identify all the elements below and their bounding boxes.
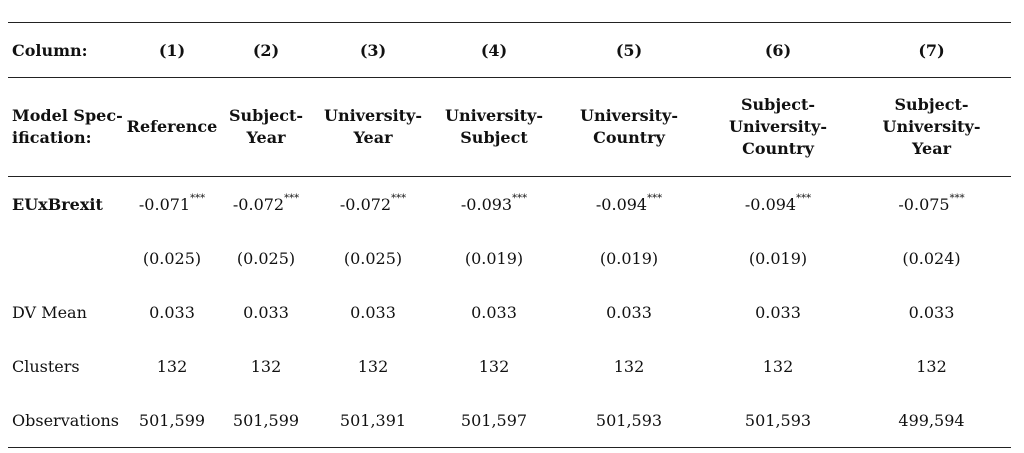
regression-table-container: Column: (1) (2) (3) (4) (5) (6) (7) Mode…	[8, 22, 1011, 448]
spec-line: Subject-	[740, 95, 816, 114]
spec-line: Subject-University-	[882, 95, 981, 136]
column-header-2: (2)	[220, 22, 312, 78]
column-number-row: Column: (1) (2) (3) (4) (5) (6) (7)	[8, 22, 1011, 78]
standard-error-cell: (0.024)	[902, 248, 961, 268]
significance-stars: ***	[284, 192, 300, 204]
model-specification-label: Model Spec- ification:	[8, 77, 124, 177]
significance-stars: ***	[512, 192, 528, 204]
table-cell: 132	[478, 356, 510, 376]
coefficient-value: -0.094	[595, 194, 648, 214]
table-cell: 132	[250, 356, 282, 376]
table-cell: 132	[156, 356, 188, 376]
significance-stars: ***	[391, 192, 407, 204]
table-cell: 499,594	[852, 393, 1011, 448]
table-row-observations: Observations 501,599 501,599 501,391 501…	[8, 393, 1011, 448]
table-row-dv-mean: DV Mean 0.033 0.033 0.033 0.033 0.033 0.…	[8, 285, 1011, 339]
table-cell: 132	[357, 356, 389, 376]
spec-column-1: Reference	[124, 77, 220, 177]
row-label: DV Mean	[12, 302, 87, 322]
spec-column-4: University- Subject	[434, 77, 554, 177]
column-header-4: (4)	[434, 22, 554, 78]
row-label	[8, 231, 124, 285]
table-cell: 0.033	[908, 302, 955, 322]
column-header-5: (5)	[554, 22, 704, 78]
table-cell: 0.033	[606, 302, 652, 322]
table-cell: 132	[762, 356, 794, 376]
model-specification-row: Model Spec- ification: Reference Subject…	[8, 77, 1011, 177]
row-label: EUxBrexit	[12, 194, 103, 214]
coefficient-cell: -0.094***	[704, 177, 852, 232]
table-cell: 0.033	[755, 302, 801, 322]
regression-table: Column: (1) (2) (3) (4) (5) (6) (7) Mode…	[8, 22, 1011, 448]
standard-error-cell: (0.019)	[748, 248, 808, 268]
row-label: Clusters	[12, 356, 80, 376]
spec-line: Country	[742, 139, 814, 158]
column-header-3: (3)	[312, 22, 434, 78]
coefficient-cell: -0.093***	[434, 177, 554, 232]
coefficient-value: -0.071	[138, 194, 191, 214]
significance-stars: ***	[647, 192, 663, 204]
spec-line: Subject	[460, 128, 528, 147]
column-label: Column:	[8, 22, 124, 78]
table-cell: 501,593	[554, 393, 704, 448]
table-cell: 501,599	[220, 393, 312, 448]
significance-stars: ***	[949, 192, 965, 204]
spec-line: Year	[911, 139, 951, 158]
significance-stars: ***	[796, 192, 812, 204]
model-specification-label-line: ification:	[12, 128, 92, 147]
coefficient-value: -0.094	[744, 194, 797, 214]
spec-line: University-	[324, 106, 422, 125]
spec-column-2: Subject- Year	[220, 77, 312, 177]
standard-error-cell: (0.019)	[599, 248, 659, 268]
coefficient-value: -0.072	[232, 194, 285, 214]
table-cell: 501,597	[434, 393, 554, 448]
table-cell: 0.033	[149, 302, 195, 322]
spec-line: Year	[246, 128, 286, 147]
coefficient-cell: -0.072***	[220, 177, 312, 232]
spec-line: Subject-	[228, 106, 304, 125]
standard-error-cell: (0.025)	[142, 248, 202, 268]
column-header-6: (6)	[704, 22, 852, 78]
spec-line: University-	[445, 106, 543, 125]
table-row-clusters: Clusters 132 132 132 132 132 132 132	[8, 339, 1011, 393]
significance-stars: ***	[190, 192, 206, 204]
table-cell: 501,593	[704, 393, 852, 448]
coefficient-value: -0.072	[339, 194, 392, 214]
spec-line: Year	[353, 128, 393, 147]
table-cell: 501,599	[124, 393, 220, 448]
table-cell: 132	[916, 356, 947, 376]
table-row-standard-error: (0.025) (0.025) (0.025) (0.019) (0.019) …	[8, 231, 1011, 285]
table-cell: 0.033	[350, 302, 396, 322]
spec-column-7: Subject-University- Year	[852, 77, 1011, 177]
spec-line: Reference	[126, 117, 218, 136]
spec-line: University-	[729, 117, 827, 136]
column-header-1: (1)	[124, 22, 220, 78]
row-label: Observations	[8, 393, 124, 448]
coefficient-cell: -0.072***	[312, 177, 434, 232]
coefficient-value: -0.093	[460, 194, 513, 214]
coefficient-cell: -0.071***	[124, 177, 220, 232]
model-specification-label-line: Model Spec-	[12, 106, 123, 125]
coefficient-cell: -0.094***	[554, 177, 704, 232]
coefficient-value: -0.075	[898, 194, 950, 214]
spec-line: Country	[593, 128, 665, 147]
spec-column-6: Subject- University- Country	[704, 77, 852, 177]
table-cell: 0.033	[243, 302, 289, 322]
column-header-7: (7)	[852, 22, 1011, 78]
table-cell: 132	[613, 356, 645, 376]
spec-column-5: University- Country	[554, 77, 704, 177]
spec-line: University-	[580, 106, 678, 125]
standard-error-cell: (0.025)	[343, 248, 403, 268]
table-row-coefficient: EUxBrexit -0.071*** -0.072*** -0.072*** …	[8, 177, 1011, 232]
table-cell: 501,391	[312, 393, 434, 448]
spec-column-3: University- Year	[312, 77, 434, 177]
table-cell: 0.033	[471, 302, 517, 322]
coefficient-cell: -0.075***	[852, 177, 1011, 232]
standard-error-cell: (0.019)	[464, 248, 524, 268]
standard-error-cell: (0.025)	[236, 248, 296, 268]
